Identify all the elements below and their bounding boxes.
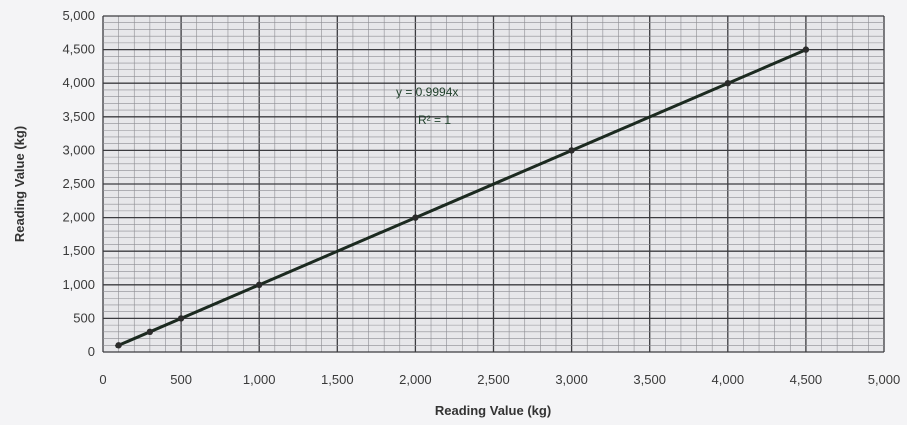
data-point — [412, 214, 419, 221]
y-tick-label: 5,000 — [62, 8, 95, 23]
x-tick-label: 3,500 — [633, 372, 666, 387]
data-point — [724, 80, 731, 87]
x-tick-label: 500 — [170, 372, 192, 387]
x-axis-title: Reading Value (kg) — [435, 403, 551, 418]
x-tick-label: 3,000 — [555, 372, 588, 387]
x-tick-label: 1,000 — [243, 372, 276, 387]
y-tick-label: 500 — [73, 310, 95, 325]
y-tick-label: 0 — [88, 344, 95, 359]
trendline-r-squared: R² = 1 — [418, 113, 451, 127]
x-tick-label: 4,500 — [790, 372, 823, 387]
trendline-equation: y = 0.9994x — [396, 85, 458, 99]
y-tick-label: 1,500 — [62, 243, 95, 258]
y-axis-title: Reading Value (kg) — [12, 126, 27, 242]
x-tick-label: 5,000 — [868, 372, 901, 387]
y-tick-label: 1,000 — [62, 277, 95, 292]
y-tick-labels: 0 500 1,000 1,500 2,000 2,500 3,000 3,500 4,000 4… — [62, 8, 95, 359]
y-tick-label: 2,000 — [62, 210, 95, 225]
x-tick-label: 1,500 — [321, 372, 354, 387]
grid — [102, 15, 885, 353]
data-point — [115, 342, 122, 349]
data-point — [256, 281, 263, 288]
trendline — [114, 48, 807, 349]
y-tick-label: 4,500 — [62, 42, 95, 57]
series-layer — [114, 46, 810, 349]
data-point — [802, 46, 810, 53]
y-tick-label: 2,500 — [62, 176, 95, 191]
y-tick-label: 3,500 — [62, 109, 95, 124]
x-tick-label: 0 — [99, 372, 106, 387]
y-tick-label: 3,000 — [62, 142, 95, 157]
x-tick-label: 2,500 — [477, 372, 510, 387]
data-point — [568, 147, 575, 154]
y-tick-label: 4,000 — [62, 75, 95, 90]
x-tick-labels: 0 500 1,000 1,500 2,000 2,500 3,000 3,500 4,000 4… — [99, 372, 900, 387]
x-tick-label: 4,000 — [712, 372, 745, 387]
x-tick-label: 2,000 — [399, 372, 432, 387]
data-point — [177, 315, 185, 322]
data-point — [146, 328, 154, 336]
